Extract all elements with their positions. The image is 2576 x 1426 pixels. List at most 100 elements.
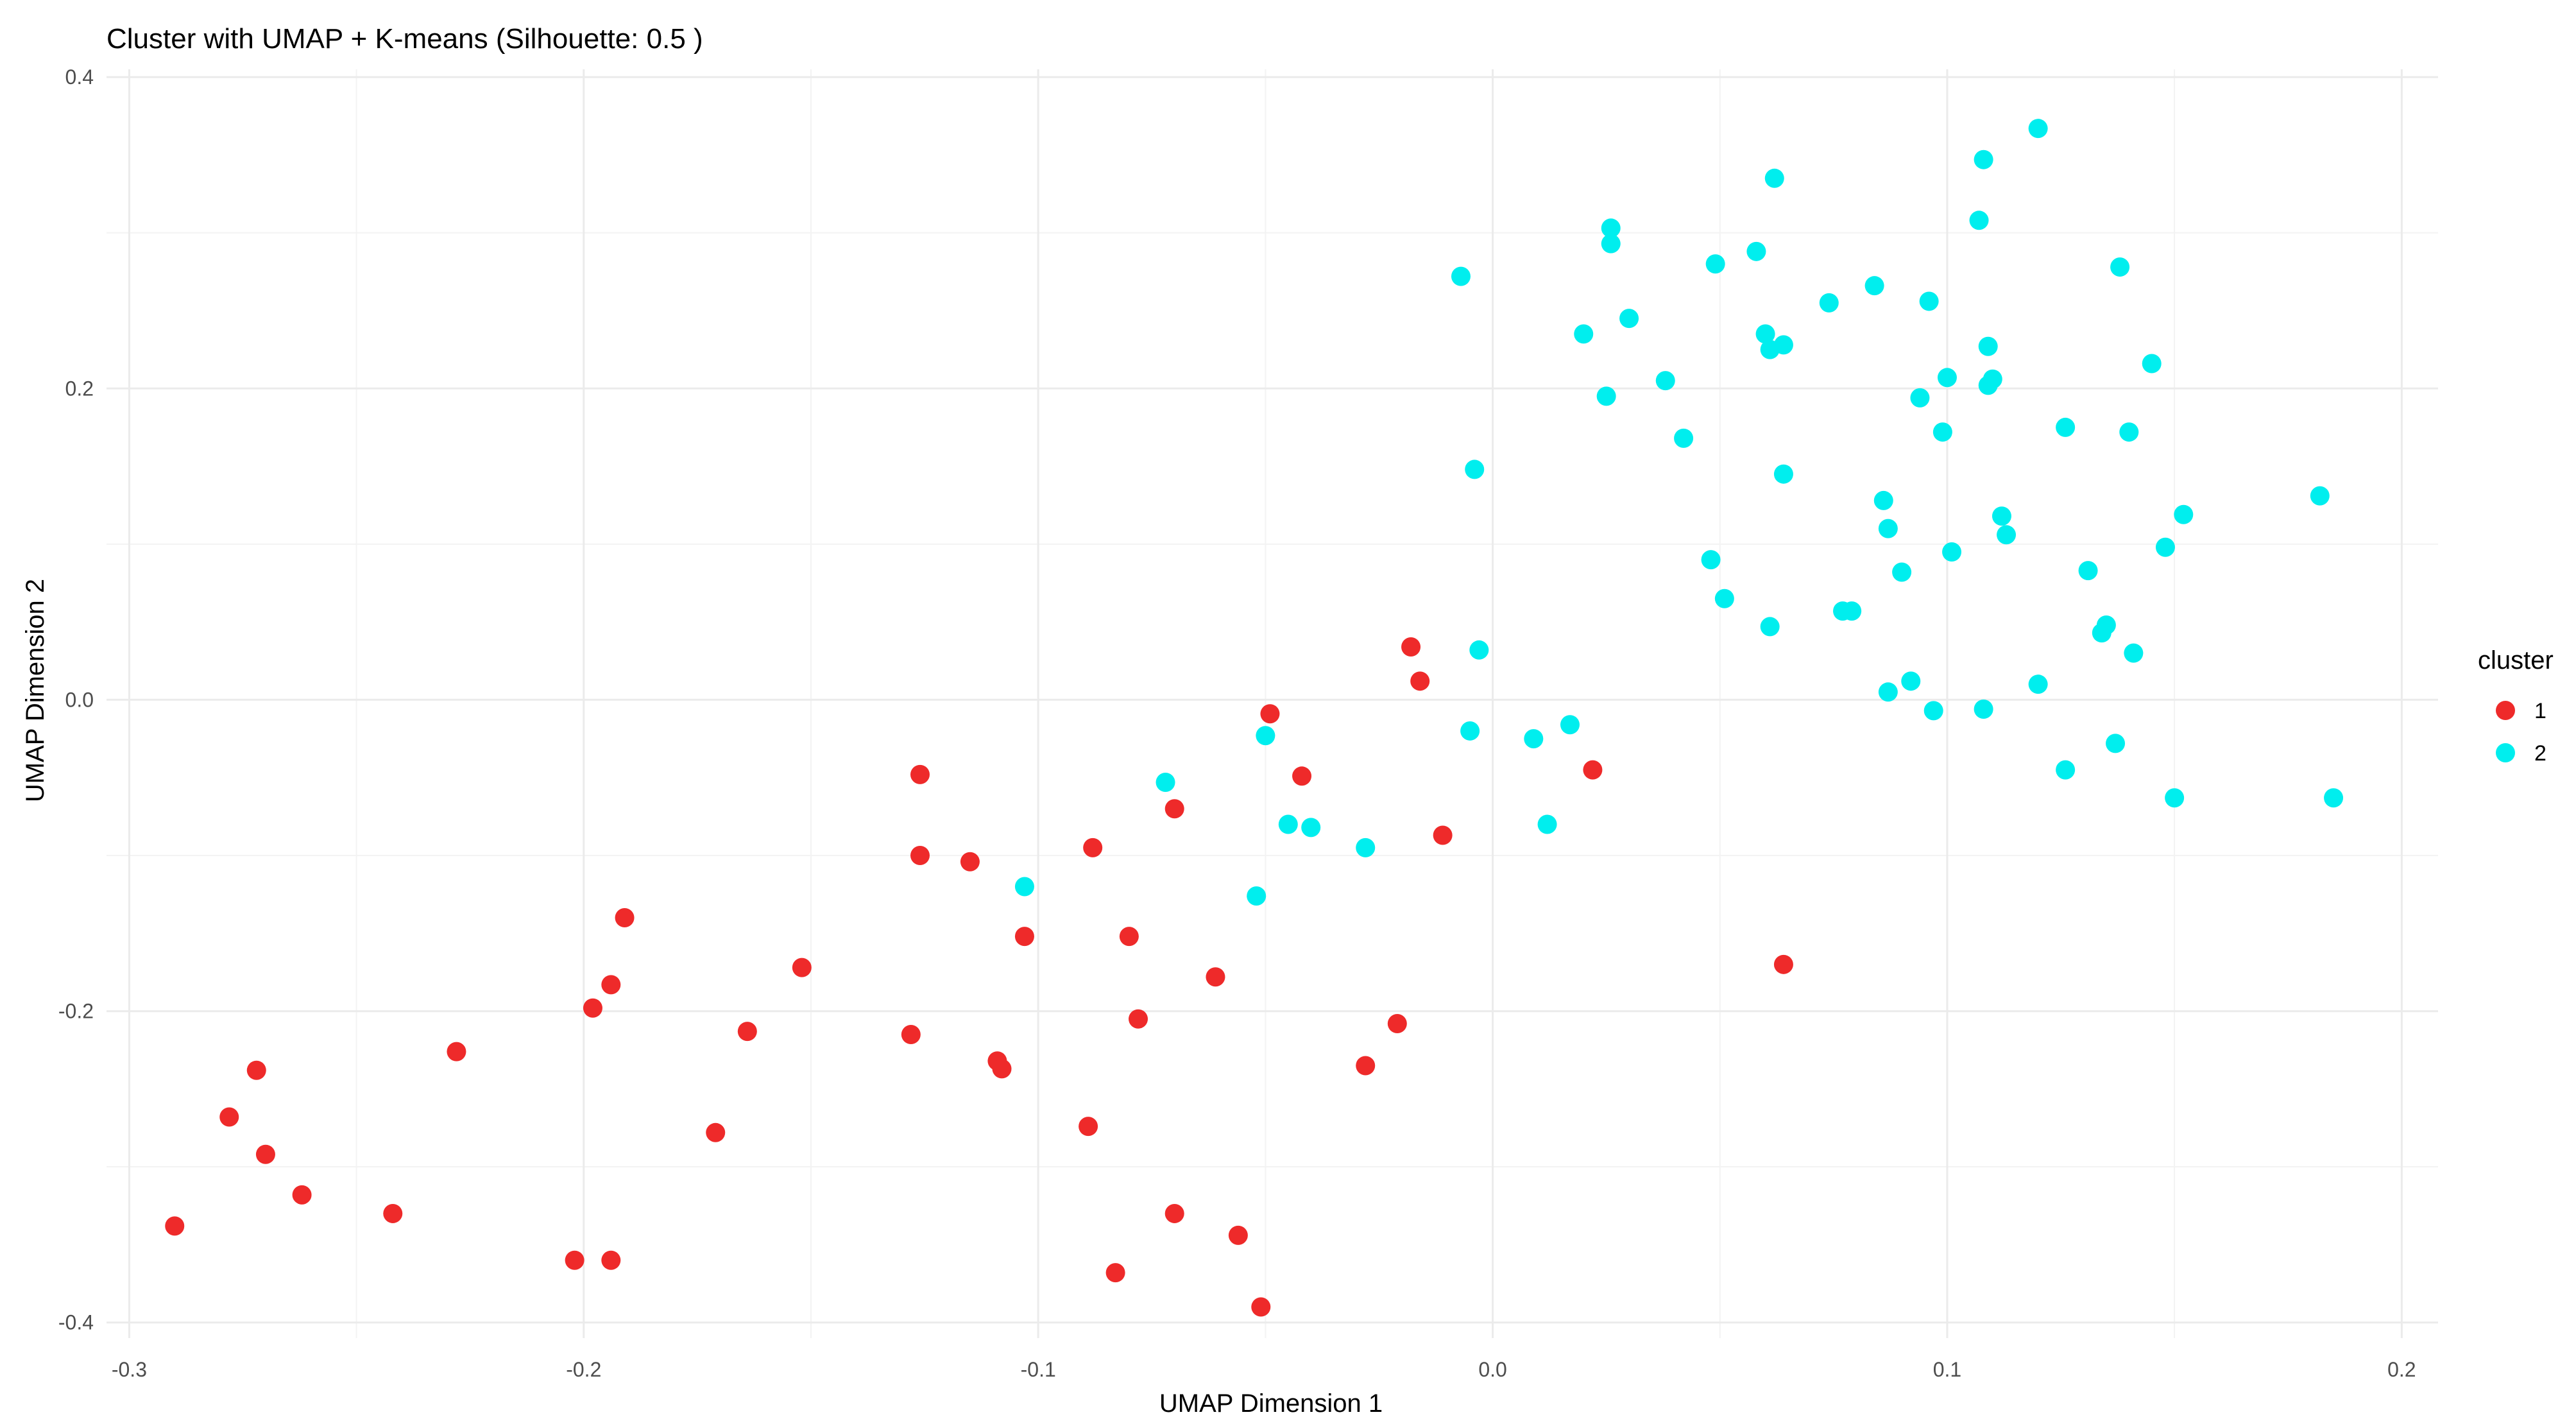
data-point bbox=[1910, 388, 1930, 408]
data-point bbox=[1387, 1013, 1407, 1033]
data-point bbox=[1129, 1009, 1148, 1029]
data-point bbox=[910, 846, 930, 866]
data-point bbox=[1079, 1117, 1098, 1137]
data-point bbox=[1014, 927, 1034, 947]
data-point bbox=[2324, 788, 2344, 808]
data-point bbox=[2056, 417, 2076, 437]
data-point bbox=[1256, 726, 1275, 746]
data-point bbox=[910, 764, 930, 784]
legend-key bbox=[2496, 701, 2515, 720]
data-point bbox=[1433, 825, 1453, 845]
data-point bbox=[1247, 886, 1267, 906]
data-point bbox=[1714, 588, 1734, 608]
data-point bbox=[1873, 490, 1893, 510]
data-point bbox=[1410, 671, 1430, 691]
y-tick-label: -0.4 bbox=[58, 1311, 94, 1334]
y-axis-ticks: -0.4 -0.2 0.0 0.2 0.4 bbox=[58, 65, 94, 1334]
data-point bbox=[1878, 682, 1898, 702]
data-point bbox=[1460, 721, 1480, 741]
data-point bbox=[1983, 369, 2002, 389]
data-point bbox=[1764, 168, 1784, 188]
data-point bbox=[2119, 422, 2139, 442]
data-point bbox=[2078, 561, 2098, 581]
data-point bbox=[1228, 1225, 1248, 1245]
y-axis-title: UMAP Dimension 2 bbox=[21, 579, 49, 802]
data-point bbox=[960, 852, 980, 872]
data-point bbox=[1932, 422, 1952, 442]
data-point bbox=[1105, 1263, 1125, 1283]
data-point bbox=[601, 1250, 621, 1270]
chart-title: Cluster with UMAP + K-means (Silhouette:… bbox=[107, 23, 703, 55]
data-point bbox=[1574, 324, 1594, 344]
series-cluster-2 bbox=[1014, 119, 2344, 906]
data-point bbox=[2110, 257, 2130, 277]
data-point bbox=[1674, 428, 1694, 448]
x-tick-label: 0.1 bbox=[1933, 1358, 1961, 1381]
data-point bbox=[383, 1203, 403, 1223]
data-point bbox=[1842, 601, 1862, 621]
data-point bbox=[1978, 336, 1998, 356]
data-point bbox=[1278, 814, 1298, 834]
data-point bbox=[1655, 371, 1675, 391]
data-point bbox=[1537, 814, 1557, 834]
data-point bbox=[1773, 335, 1793, 355]
data-point bbox=[219, 1107, 239, 1127]
data-point bbox=[2142, 354, 2162, 374]
data-point bbox=[1206, 967, 1225, 987]
data-point bbox=[1083, 838, 1103, 857]
data-point bbox=[1601, 234, 1621, 253]
data-point bbox=[1892, 562, 1912, 582]
data-point bbox=[1560, 715, 1580, 735]
data-point bbox=[792, 958, 812, 977]
y-tick-label: 0.0 bbox=[65, 688, 94, 711]
data-point bbox=[1164, 1203, 1184, 1223]
legend: cluster 1 2 bbox=[2478, 646, 2554, 766]
x-tick-label: -0.2 bbox=[566, 1358, 601, 1381]
data-point bbox=[1401, 637, 1421, 657]
data-point bbox=[1524, 729, 1544, 749]
data-point bbox=[1937, 368, 1957, 388]
data-point bbox=[1164, 799, 1184, 819]
x-tick-label: 0.0 bbox=[1478, 1358, 1506, 1381]
series-cluster-1 bbox=[165, 637, 1793, 1317]
data-point bbox=[1596, 386, 1616, 406]
data-point bbox=[1356, 1056, 1376, 1076]
data-point bbox=[1260, 704, 1280, 724]
data-point bbox=[706, 1122, 726, 1142]
data-point bbox=[1301, 818, 1321, 838]
data-point bbox=[992, 1059, 1012, 1079]
data-point bbox=[1251, 1297, 1271, 1317]
data-point bbox=[1465, 460, 1485, 479]
data-point bbox=[1701, 550, 1721, 570]
data-point bbox=[1969, 210, 1989, 230]
data-point bbox=[2056, 760, 2076, 780]
data-point bbox=[1819, 293, 1839, 313]
data-point bbox=[1997, 525, 2017, 545]
data-point bbox=[1601, 218, 1621, 238]
data-point bbox=[1746, 241, 1766, 261]
data-point bbox=[1919, 291, 1939, 311]
data-point bbox=[1583, 760, 1603, 780]
legend-key bbox=[2496, 743, 2515, 762]
data-point bbox=[2310, 486, 2330, 506]
data-point bbox=[1760, 617, 1780, 637]
data-point bbox=[2165, 788, 2185, 808]
data-point bbox=[615, 908, 635, 928]
data-point bbox=[2028, 674, 2048, 694]
data-point bbox=[292, 1185, 312, 1205]
data-point bbox=[1773, 464, 1793, 484]
legend-label: 2 bbox=[2534, 741, 2546, 766]
data-point bbox=[583, 998, 602, 1018]
x-axis-title: UMAP Dimension 1 bbox=[1159, 1389, 1383, 1418]
y-tick-label: 0.4 bbox=[65, 65, 94, 89]
data-point bbox=[1356, 838, 1376, 857]
data-point bbox=[1923, 701, 1943, 721]
y-tick-label: 0.2 bbox=[65, 377, 94, 400]
data-point bbox=[901, 1024, 921, 1044]
x-axis-ticks: -0.3 -0.2 -0.1 0.0 0.1 0.2 bbox=[112, 1358, 2416, 1381]
data-point bbox=[2028, 119, 2048, 139]
data-point bbox=[1942, 542, 1962, 562]
x-tick-label: 0.2 bbox=[2387, 1358, 2416, 1381]
data-point bbox=[165, 1216, 185, 1236]
